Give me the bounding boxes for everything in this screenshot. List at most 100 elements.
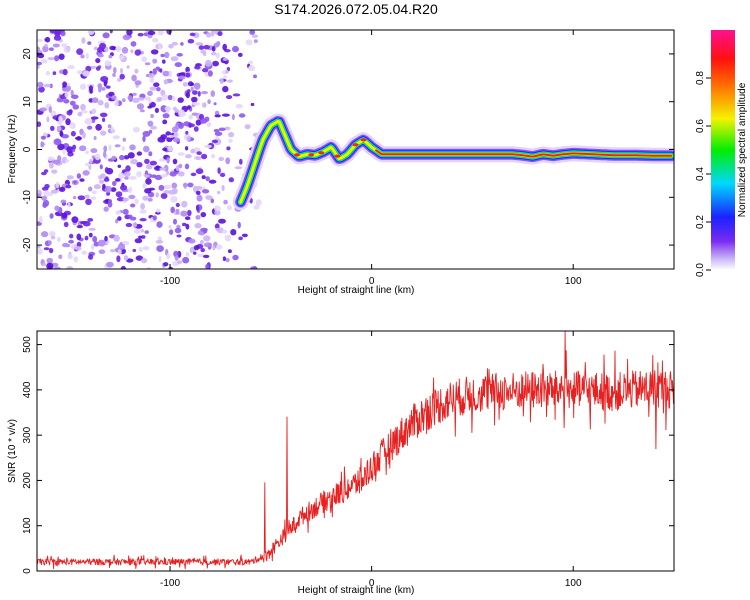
spectrogram-noise-blob bbox=[121, 146, 126, 151]
spectrogram-noise-blob bbox=[182, 256, 190, 264]
spectrogram-noise-blob bbox=[143, 145, 150, 153]
spectrogram-noise-blob bbox=[195, 156, 202, 161]
spectrogram-noise-blob bbox=[89, 158, 93, 164]
spectrogram-noise-blob bbox=[38, 216, 43, 223]
spectrogram-noise-blob bbox=[71, 149, 76, 152]
spectrogram-noise-blob bbox=[123, 171, 131, 177]
spectrogram-noise-blob bbox=[216, 41, 221, 46]
spectrogram-noise-blob bbox=[199, 240, 204, 244]
spectrogram-noise-blob bbox=[145, 73, 150, 78]
spectrogram-noise-blob bbox=[117, 243, 126, 250]
spectrogram-noise-blob bbox=[248, 60, 253, 65]
spectrogram-noise-blob bbox=[49, 213, 54, 219]
spectrogram-noise-blob bbox=[180, 42, 184, 46]
spectrogram-noise-blob bbox=[201, 153, 208, 160]
spectrogram-noise-blob bbox=[41, 195, 48, 201]
spectrogram-noise-blob bbox=[160, 53, 165, 58]
spectrogram-noise-blob bbox=[39, 107, 47, 112]
spectrogram-noise-blob bbox=[90, 244, 95, 250]
snr-xlabel: Height of straight line (km) bbox=[298, 585, 415, 596]
spectrogram-noise-blob bbox=[106, 191, 111, 196]
spectrogram-noise-blob bbox=[107, 124, 112, 129]
spectrogram-noise-blob bbox=[191, 112, 199, 116]
spectrogram-noise-blob bbox=[65, 184, 72, 189]
spectrogram-noise-blob bbox=[98, 249, 106, 254]
spectrogram-noise-blob bbox=[61, 134, 69, 139]
spectrogram-noise-blob bbox=[211, 52, 217, 56]
spectrogram-noise-blob bbox=[47, 57, 55, 61]
spectrogram-noise-blob bbox=[56, 236, 61, 243]
spectrogram-noise-blob bbox=[59, 130, 63, 137]
spectrogram-noise-blob bbox=[187, 89, 191, 94]
spectrogram-noise-blob bbox=[136, 103, 145, 110]
spectrogram-noise-blob bbox=[177, 260, 183, 264]
spectrogram-noise-blob bbox=[76, 225, 84, 229]
snr-ytick-label: 0 bbox=[22, 568, 33, 574]
spectrogram-noise-blob bbox=[99, 179, 105, 184]
spectrogram-noise-blob bbox=[193, 251, 197, 255]
spectrogram-noise-blob bbox=[58, 53, 65, 60]
spectrogram-noise-blob bbox=[185, 223, 190, 230]
spectrogram-noise-blob bbox=[119, 54, 125, 60]
spectrogram-noise-blob bbox=[65, 118, 71, 126]
spectrogram-noise-blob bbox=[154, 174, 163, 181]
snr-xtick-label: 0 bbox=[369, 578, 375, 589]
colorbar-tick-label: 0.4 bbox=[695, 167, 706, 181]
spectrogram-noise-blob bbox=[163, 262, 169, 267]
spectrogram-noise-blob bbox=[84, 235, 89, 241]
spectrogram-noise-blob bbox=[52, 71, 57, 76]
spectrogram-noise-blob bbox=[188, 114, 193, 120]
spectrogram-noise-blob bbox=[200, 212, 207, 218]
spectrogram-ylabel: Frequency (Hz) bbox=[7, 115, 18, 184]
colorbar-gradient bbox=[711, 30, 735, 270]
spectrogram-noise-blob bbox=[44, 43, 48, 47]
spectrogram-ridge-hotspot bbox=[352, 143, 359, 147]
spectrogram-noise-blob bbox=[112, 135, 120, 140]
snr-ytick-label: 400 bbox=[22, 381, 33, 398]
spectrogram-ytick-label: 10 bbox=[22, 96, 33, 108]
spectrogram-noise-blob bbox=[82, 70, 90, 77]
spectrogram-noise-blob bbox=[130, 41, 137, 47]
spectrogram-noise-blob bbox=[196, 151, 202, 156]
spectrogram-noise-blob bbox=[132, 222, 137, 228]
spectrogram-noise-blob bbox=[128, 194, 136, 200]
spectrogram-noise-blob bbox=[228, 132, 235, 138]
spectrogram-noise-blob bbox=[201, 175, 206, 180]
spectrogram-xtick-label: -100 bbox=[160, 276, 180, 287]
spectrogram-noise-blob bbox=[222, 256, 226, 262]
spectrogram-noise-blob bbox=[253, 74, 257, 79]
spectrogram-noise-blob bbox=[112, 180, 117, 186]
spectrogram-noise-blob bbox=[186, 136, 191, 142]
spectrogram-noise-blob bbox=[160, 174, 168, 178]
spectrogram-noise-blob bbox=[203, 235, 211, 242]
spectrogram-noise-blob bbox=[217, 31, 223, 37]
spectrogram-noise-blob bbox=[190, 86, 194, 92]
spectrogram-noise-blob bbox=[152, 68, 157, 75]
spectrogram-noise-blob bbox=[53, 35, 62, 41]
spectrogram-noise-blob bbox=[178, 122, 184, 129]
spectrogram-noise-blob bbox=[103, 145, 108, 153]
spectrogram-noise-blob bbox=[97, 239, 106, 247]
spectrogram-noise-blob bbox=[58, 254, 63, 260]
spectrogram-noise-blob bbox=[99, 112, 108, 118]
spectrogram-noise-blob bbox=[144, 188, 152, 194]
spectrogram-noise-blob bbox=[85, 150, 89, 155]
spectrogram-noise-blob bbox=[37, 61, 42, 66]
spectrogram-noise-blob bbox=[150, 49, 159, 55]
spectrogram-noise-blob bbox=[95, 66, 101, 71]
spectrogram-noise-blob bbox=[154, 107, 159, 113]
spectrogram-noise-blob bbox=[65, 159, 70, 163]
spectrogram-noise-blob bbox=[130, 203, 136, 208]
spectrogram-noise-blob bbox=[116, 255, 121, 263]
spectrogram-noise-blob bbox=[118, 248, 122, 255]
spectrogram-noise-blob bbox=[250, 266, 258, 269]
spectrogram-noise-blob bbox=[100, 76, 109, 83]
spectrogram-noise-blob bbox=[193, 245, 200, 251]
spectrogram-noise-blob bbox=[37, 121, 42, 127]
spectrogram-noise-blob bbox=[253, 204, 260, 210]
spectrogram-noise-blob bbox=[60, 199, 67, 204]
spectrogram-noise-blob bbox=[134, 80, 142, 86]
spectrogram-noise-blob bbox=[127, 152, 135, 159]
spectrogram-noise-blob bbox=[63, 221, 69, 228]
spectrogram-noise-blob bbox=[214, 223, 220, 229]
